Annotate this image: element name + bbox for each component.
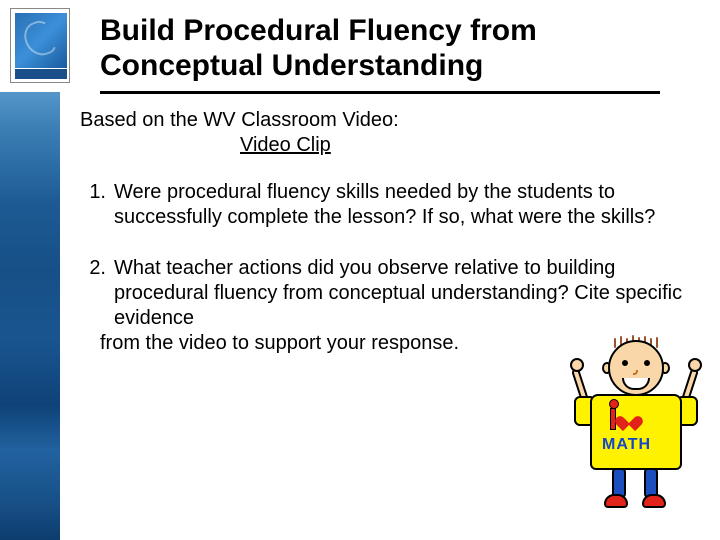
left-decor-column [0,0,80,540]
kid-eye-right [644,360,650,366]
question-2-text-main: What teacher actions did you observe rel… [114,256,690,331]
logo-caption-bar [15,69,67,79]
kid-clipart: MATH [576,340,696,512]
slide-title: Build Procedural Fluency from Conceptual… [80,14,720,89]
kid-hand-right [688,358,702,372]
kid-shoe-right [642,494,666,508]
logo-graphic [15,13,67,68]
slide-content: Build Procedural Fluency from Conceptual… [80,0,720,382]
title-line-2: Conceptual Understanding [100,49,483,82]
questions-list: 1. Were procedural fluency skills needed… [80,180,720,356]
question-2-number: 2. [80,256,114,331]
kid-eye-left [622,360,628,366]
kid-shoe-left [604,494,628,508]
title-line-1: Build Procedural Fluency from [100,14,537,47]
question-1-text: Were procedural fluency skills needed by… [114,180,690,230]
shirt-math-text: MATH [602,436,651,454]
kid-hand-left [570,358,584,372]
blue-side-band [0,92,60,540]
kid-shirt [590,394,682,470]
intro-block: Based on the WV Classroom Video: Video C… [80,108,720,158]
intro-text: Based on the WV Classroom Video: [80,108,720,133]
question-1-number: 1. [80,180,114,230]
title-underline [100,91,660,94]
video-clip-link[interactable]: Video Clip [80,133,720,158]
shirt-heart-icon [620,410,638,426]
logo-box [10,8,70,83]
question-1: 1. Were procedural fluency skills needed… [80,180,690,230]
